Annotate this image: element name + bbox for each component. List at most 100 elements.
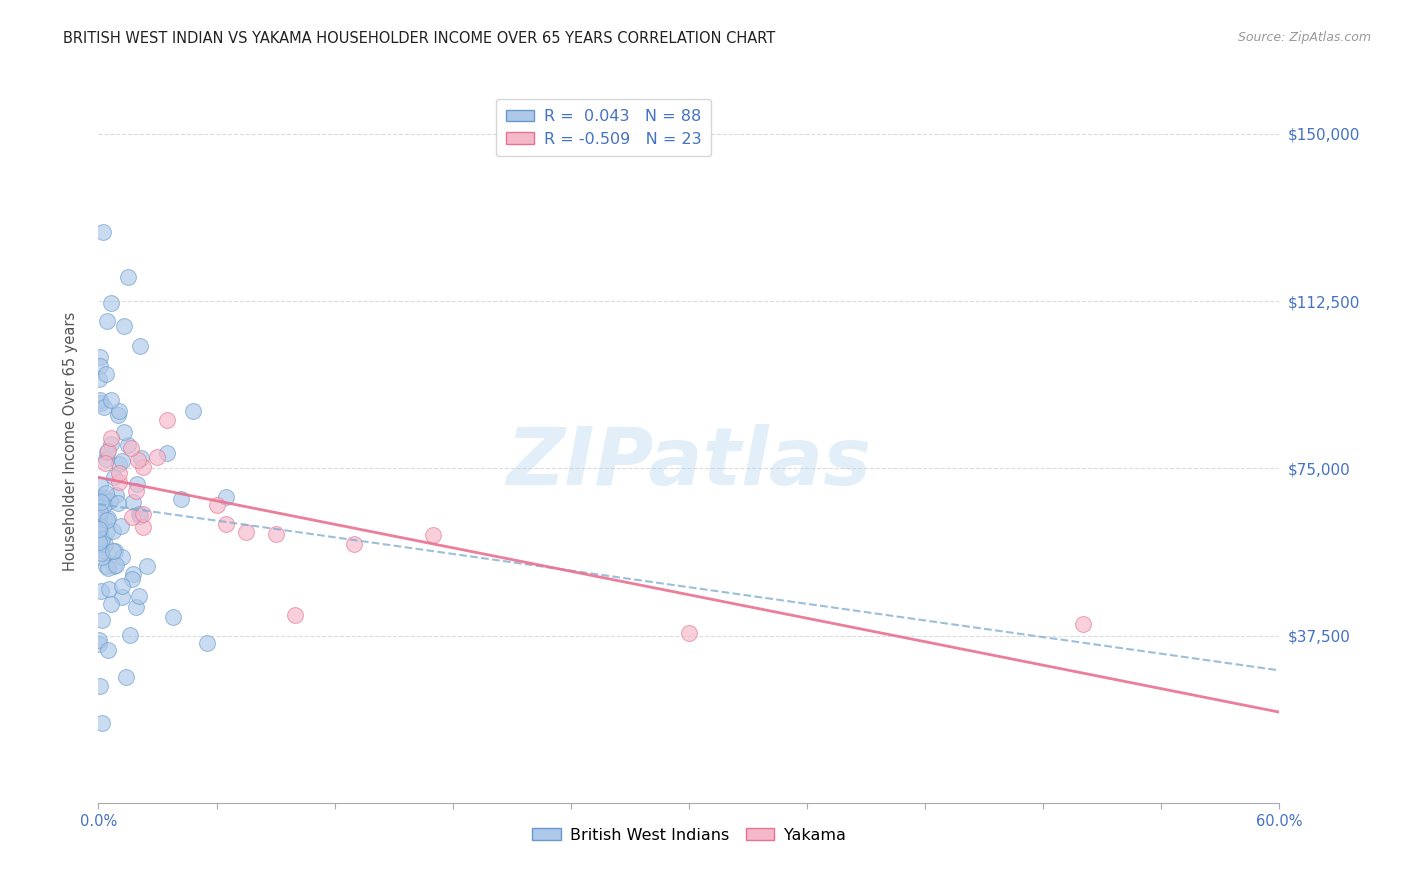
Point (115, 670, 138, 684)
Point (89, 359, 111, 373)
Point (111, 590, 134, 604)
Text: BRITISH WEST INDIAN VS YAKAMA HOUSEHOLDER INCOME OVER 65 YEARS CORRELATION CHART: BRITISH WEST INDIAN VS YAKAMA HOUSEHOLDE… (63, 31, 776, 46)
Point (101, 543, 124, 558)
Point (215, 490, 238, 504)
Point (125, 483, 148, 498)
Point (121, 494, 143, 508)
Point (117, 269, 139, 284)
Point (89, 518, 111, 533)
Point (97, 642, 120, 657)
Point (96, 524, 118, 538)
Point (121, 510, 143, 524)
Point (89, 632, 111, 647)
Point (107, 496, 129, 510)
Point (132, 520, 155, 534)
Point (170, 491, 193, 506)
Point (111, 550, 134, 565)
Point (107, 408, 129, 422)
Point (97, 561, 120, 575)
Point (94, 452, 117, 467)
Point (235, 525, 257, 540)
Point (111, 454, 134, 468)
Point (94, 537, 117, 551)
Text: ZIPatlas: ZIPatlas (506, 425, 872, 502)
Point (127, 453, 149, 467)
Point (96, 314, 118, 328)
Point (100, 598, 122, 612)
Point (89, 679, 111, 693)
Point (100, 431, 122, 445)
Point (90, 536, 112, 550)
Point (96, 444, 118, 458)
Point (422, 528, 444, 542)
Point (93, 498, 115, 512)
Point (118, 628, 141, 642)
Point (89, 511, 111, 525)
Point (181, 403, 204, 417)
Point (97, 443, 120, 458)
Point (89, 637, 111, 651)
Point (108, 404, 131, 418)
Point (91, 550, 114, 565)
Point (264, 527, 287, 541)
Point (129, 509, 152, 524)
Point (91, 613, 114, 627)
Point (100, 296, 122, 310)
Point (94, 486, 117, 500)
Point (129, 450, 152, 465)
Point (94, 558, 117, 573)
Point (89, 522, 111, 536)
Point (101, 524, 124, 538)
Point (132, 507, 155, 521)
Point (105, 558, 128, 572)
Point (108, 457, 131, 471)
Point (205, 498, 228, 512)
Point (93, 457, 115, 471)
Point (108, 466, 131, 480)
Text: Source: ZipAtlas.com: Source: ZipAtlas.com (1237, 31, 1371, 45)
Point (97, 511, 120, 525)
Point (112, 318, 135, 333)
Point (146, 450, 169, 465)
Point (215, 517, 238, 532)
Point (91, 490, 114, 504)
Point (136, 559, 159, 574)
Y-axis label: Householder Income Over 65 years: Householder Income Over 65 years (63, 312, 77, 571)
Point (122, 567, 145, 582)
Point (89, 372, 111, 386)
Legend: British West Indians, Yakama: British West Indians, Yakama (526, 822, 852, 849)
Point (90, 495, 112, 509)
Point (89, 492, 111, 507)
Point (120, 441, 142, 455)
Point (156, 446, 179, 460)
Point (125, 476, 148, 491)
Point (284, 608, 307, 623)
Point (103, 559, 125, 574)
Point (96, 367, 118, 381)
Point (90, 395, 112, 409)
Point (121, 572, 143, 586)
Point (125, 600, 148, 615)
Point (89, 393, 111, 408)
Point (89, 505, 111, 519)
Point (112, 425, 135, 439)
Point (108, 475, 131, 489)
Point (162, 609, 184, 624)
Point (117, 438, 139, 452)
Point (128, 507, 150, 521)
Point (132, 460, 155, 475)
Point (90, 542, 112, 557)
Point (98, 582, 121, 597)
Point (91, 225, 114, 239)
Point (90, 546, 112, 560)
Point (111, 579, 134, 593)
Point (93, 511, 115, 525)
Point (96, 513, 118, 527)
Point (1071, 617, 1094, 632)
Point (98, 494, 121, 508)
Point (91, 532, 114, 546)
Point (103, 470, 125, 484)
Point (93, 400, 115, 414)
Point (156, 413, 179, 427)
Point (91, 715, 114, 730)
